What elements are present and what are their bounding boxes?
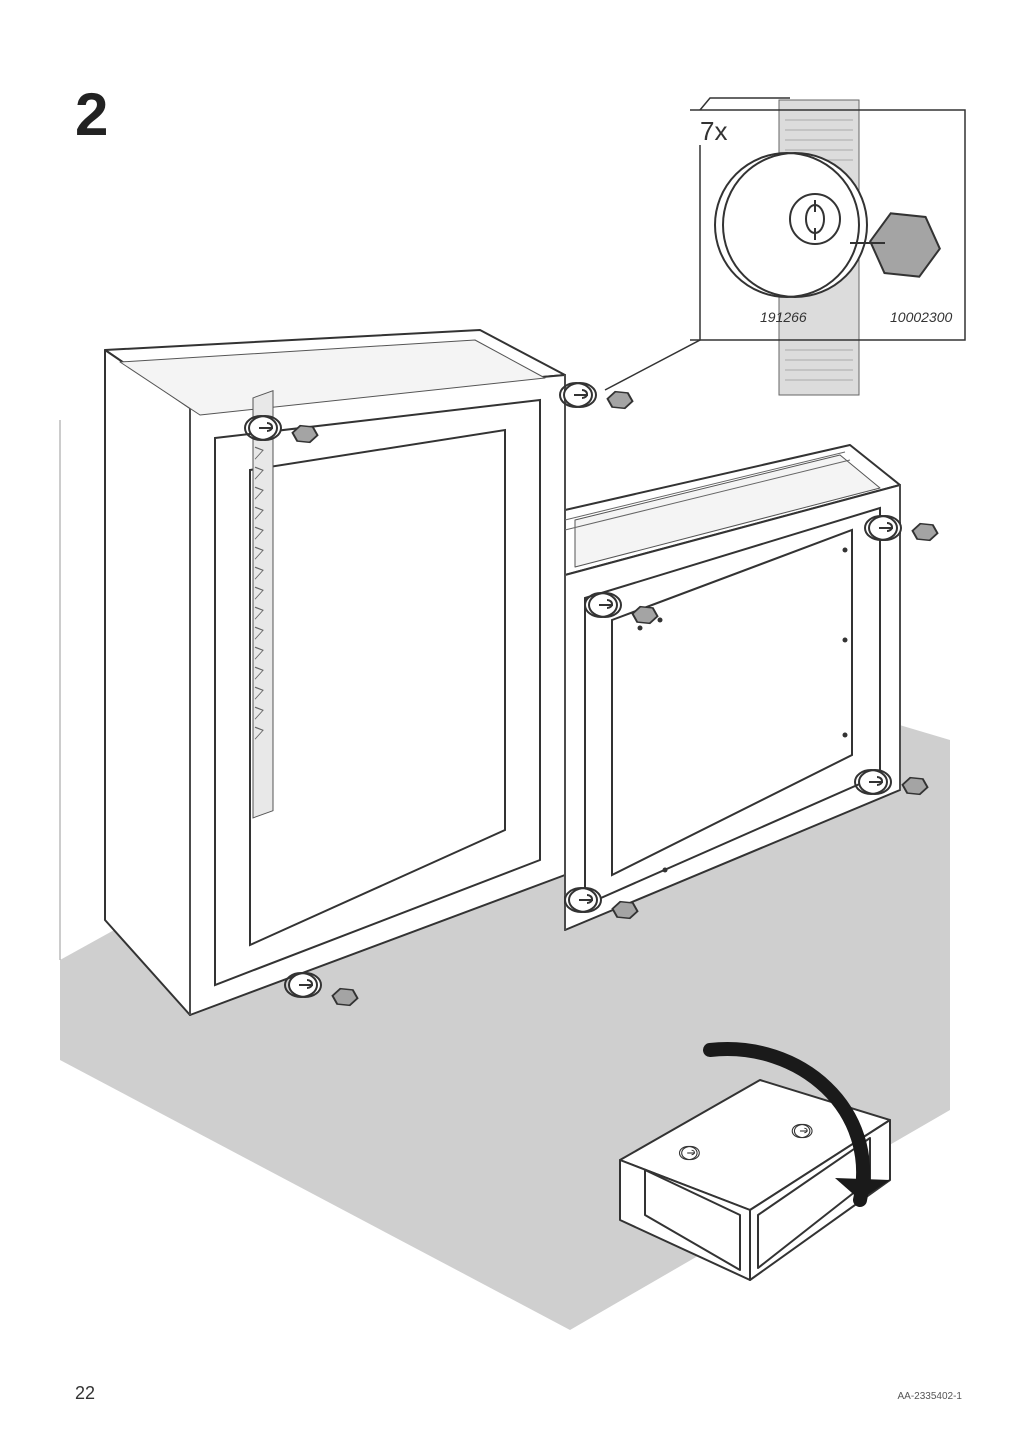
page-number: 22 <box>75 1383 95 1404</box>
assembly-diagram: 7x 191266 10002300 <box>0 0 1012 1432</box>
callout-partnum-0: 191266 <box>760 309 807 325</box>
cardboard-packing <box>253 391 273 818</box>
callout-quantity-label: 7x <box>700 116 727 146</box>
callout-partnum-1: 10002300 <box>890 309 953 325</box>
camlock-hex-4 <box>865 516 939 541</box>
camlock-hex-2 <box>560 383 634 409</box>
document-id: AA-2335402-1 <box>898 1391 963 1402</box>
parts-callout: 7x 191266 10002300 <box>605 98 965 395</box>
